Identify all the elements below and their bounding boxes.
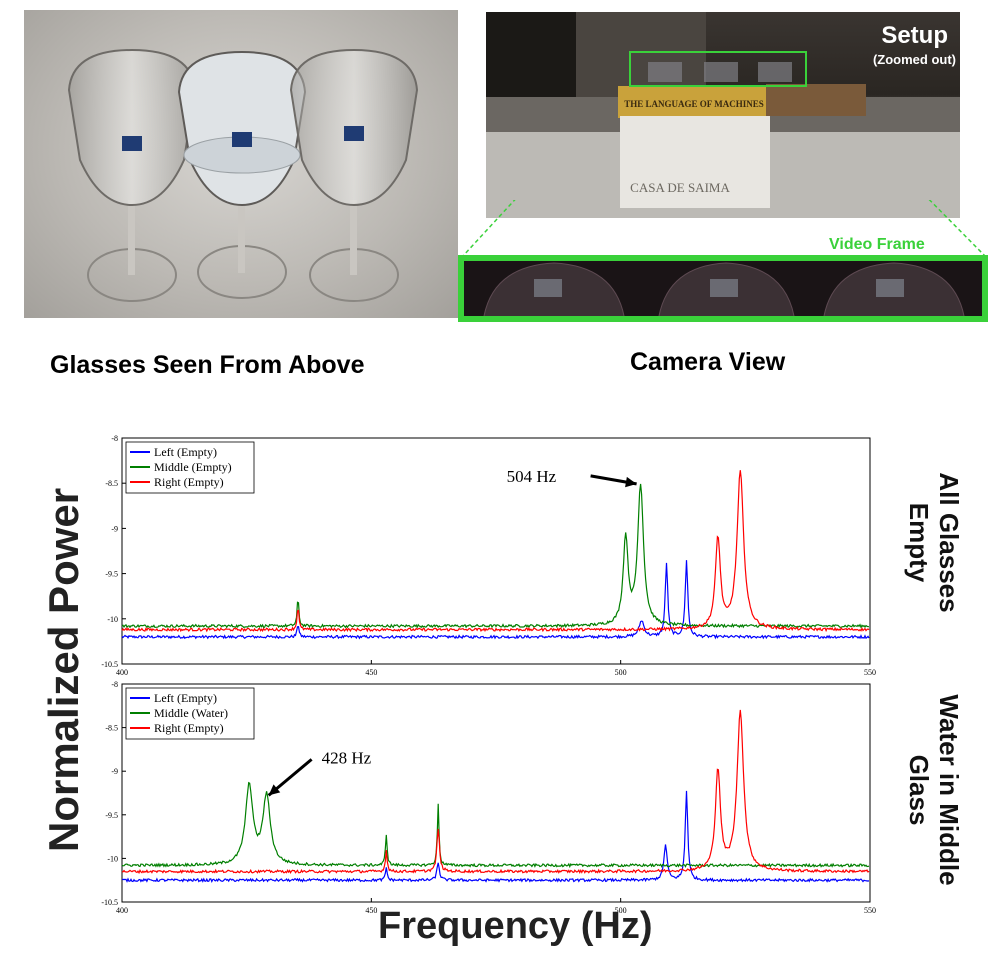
side-label-bottom: Water in Middle Glass: [904, 662, 964, 918]
box-label: CASA DE SAIMA: [630, 180, 730, 195]
series-line-1: [122, 790, 870, 883]
y-tick-label: -10.5: [101, 898, 118, 907]
y-tick-label: -8: [111, 680, 118, 689]
zoomed-out-label: (Zoomed out): [872, 52, 956, 67]
legend-label-2: Middle (Empty): [154, 460, 232, 474]
x-tick-label: 500: [615, 668, 627, 677]
side-label-top-line1: All Glasses: [934, 472, 964, 613]
glass-left: [67, 48, 197, 302]
side-label-bottom-line1: Water in Middle: [934, 694, 964, 886]
y-tick-label: -8.5: [105, 724, 118, 733]
video-frame-label: Video Frame: [829, 236, 925, 253]
legend-label-1: Left (Empty): [154, 691, 217, 705]
panel-1: 400 450 500 550 -8 -8.5 -9 -9.5 -10 -10.5 Left (Em…: [101, 434, 876, 677]
y-tick-label: -9.5: [105, 811, 118, 820]
x-tick-label: 400: [116, 668, 128, 677]
series-line-3: [121, 709, 870, 875]
y-axis-label: Normalized Power: [40, 487, 87, 852]
side-label-bottom-line2: Glass: [904, 754, 934, 826]
annotation-arrowhead: [625, 476, 637, 488]
y-tick-label: -10.5: [101, 660, 118, 669]
x-axis-label: Frequency (Hz): [378, 905, 653, 947]
legend-label-2: Middle (Water): [154, 706, 228, 720]
x-tick-label: 500: [615, 906, 627, 915]
video-frame-content: [464, 261, 982, 316]
y-tick-label: -10: [107, 854, 118, 863]
x-tick-label: 450: [365, 668, 377, 677]
zoom-box: [629, 51, 807, 87]
caption-camera-view: Camera View: [630, 348, 786, 376]
series-line-2: [121, 483, 870, 629]
y-tick-label: -9.5: [105, 570, 118, 579]
y-tick-label: -8.5: [105, 479, 118, 488]
side-label-top: All Glasses Empty: [904, 450, 964, 635]
book-title: THE LANGUAGE OF MACHINES: [624, 99, 763, 109]
y-tick-label: -10: [107, 615, 118, 624]
x-tick-label: 400: [116, 906, 128, 915]
setup-label: Setup: [881, 22, 948, 49]
spectrum-svg: 400 450 500 550 -8 -8.5 -9 -9.5 -10 -10.5 Left (Em…: [101, 434, 876, 915]
annotation-arrowhead: [268, 784, 281, 796]
glass-middle: [177, 50, 307, 299]
legend-label-1: Left (Empty): [154, 445, 217, 459]
book-brown: [766, 84, 866, 116]
caption-glasses: Glasses Seen From Above: [50, 351, 365, 379]
x-tick-label: 550: [864, 906, 876, 915]
y-tick-label: -9: [111, 767, 118, 776]
series-line-2: [121, 781, 870, 869]
book-yellow: [618, 86, 770, 118]
series-line-3: [121, 470, 870, 633]
spectrum-plots: 400 450 500 550 -8 -8.5 -9 -9.5 -10 -10.5 Left (Em…: [0, 420, 1000, 960]
legend-label-3: Right (Empty): [154, 475, 224, 489]
zoom-lines: [461, 200, 987, 258]
box: [620, 116, 770, 208]
series-line-1: [121, 560, 870, 640]
x-tick-label: 450: [365, 906, 377, 915]
glasses-photo: [24, 10, 458, 318]
glasses-illustration: [67, 48, 419, 302]
side-label-top-line2: Empty: [904, 502, 934, 583]
annotation-label: 504 Hz: [507, 467, 557, 486]
legend-label-3: Right (Empty): [154, 721, 224, 735]
setup-photo: THE LANGUAGE OF MACHINES CASA DE SAIMA: [486, 12, 960, 218]
y-tick-label: -8: [111, 434, 118, 443]
y-tick-label: -9: [111, 524, 118, 533]
setup-illustration: THE LANGUAGE OF MACHINES CASA DE SAIMA: [486, 12, 960, 218]
panel-2: 400 450 500 550 -8 -8.5 -9 -9.5 -10 -10.5 Left (Em…: [101, 680, 876, 915]
glass-right: [289, 48, 419, 302]
x-tick-label: 550: [864, 668, 876, 677]
video-frame: [458, 255, 988, 322]
annotation-label: 428 Hz: [322, 748, 372, 767]
